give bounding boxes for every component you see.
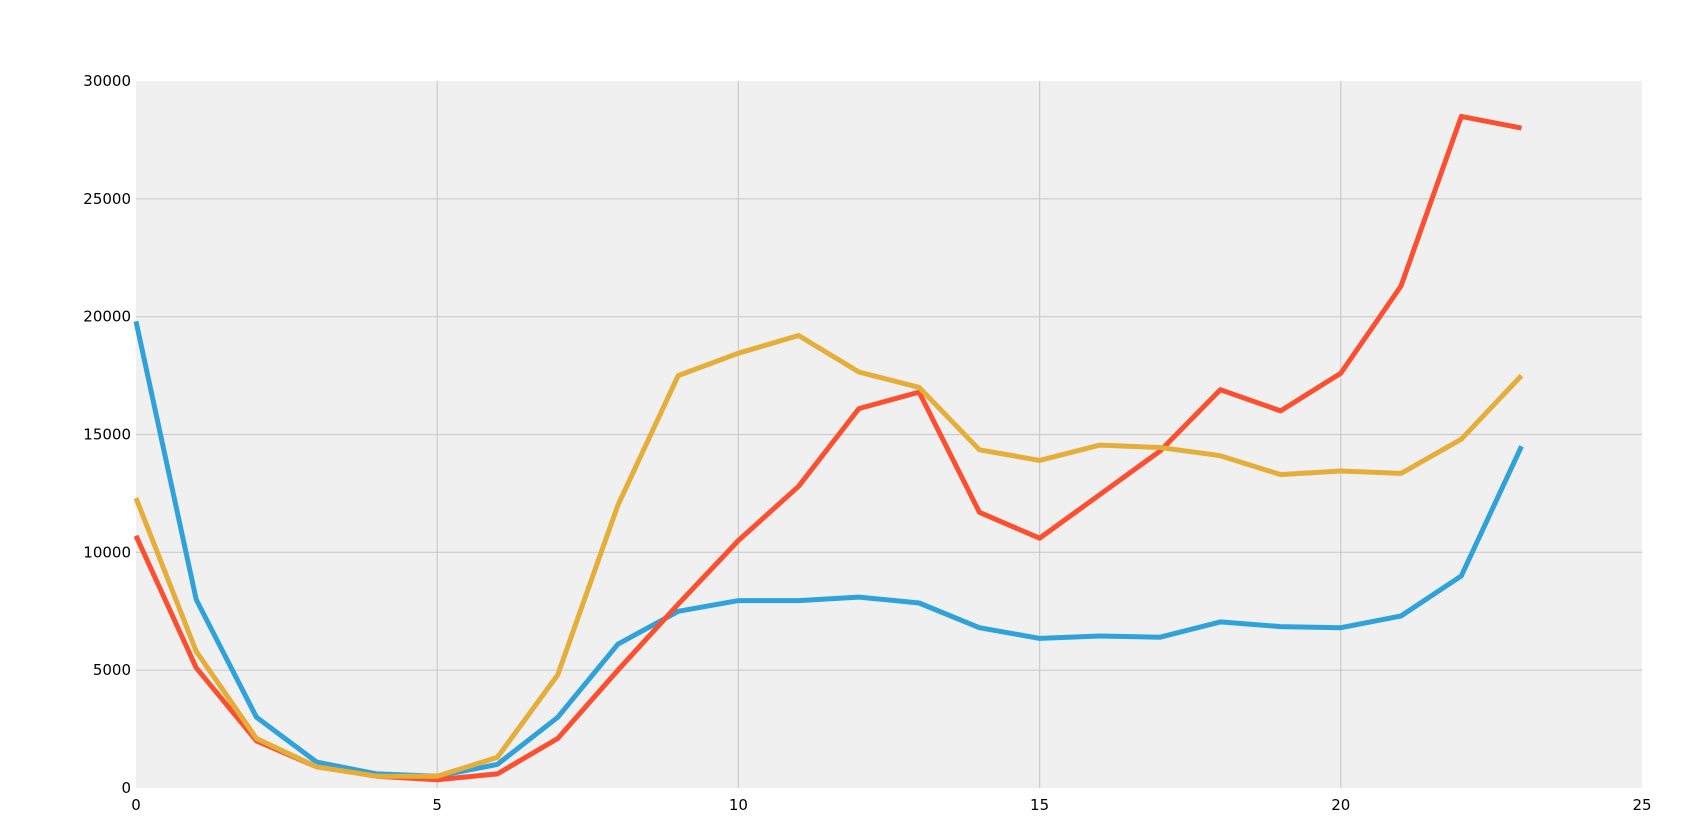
- y-tick-label: 0: [121, 779, 131, 797]
- x-tick-label: 20: [1331, 796, 1350, 814]
- series-line-3: [133, 333, 1524, 779]
- x-tick-label: 5: [432, 796, 442, 814]
- x-tick-label: 0: [131, 796, 141, 814]
- y-tick-label: 5000: [93, 661, 131, 679]
- y-tick-label: 30000: [83, 72, 131, 90]
- y-tick-label: 25000: [83, 190, 131, 208]
- y-tick-label: 15000: [83, 426, 131, 444]
- grid: [136, 81, 1642, 788]
- x-tick-label: 25: [1632, 796, 1651, 814]
- y-tick-label: 20000: [83, 308, 131, 326]
- series-lines: [133, 113, 1524, 783]
- y-axis-tick-labels: 0 5000 10000 15000 20000 25000 30000: [83, 72, 131, 797]
- x-tick-label: 10: [729, 796, 748, 814]
- x-axis-tick-labels: 0 5 10 15 20 25: [131, 796, 1651, 814]
- series-line-1: [133, 320, 1524, 779]
- x-tick-label: 15: [1030, 796, 1049, 814]
- y-tick-label: 10000: [83, 543, 131, 561]
